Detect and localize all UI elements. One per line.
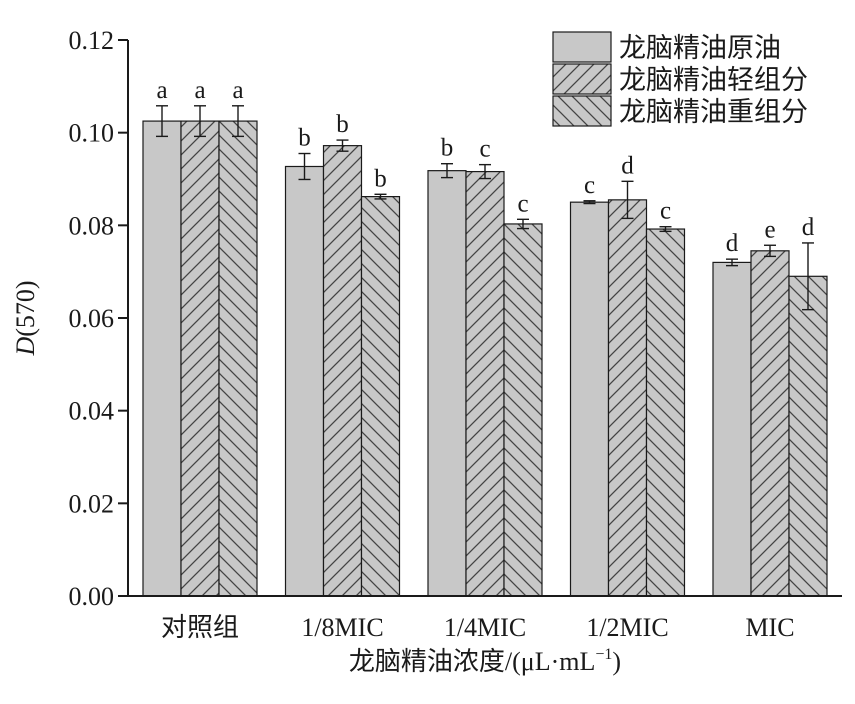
legend-label: 龙脑精油轻组分 — [619, 65, 808, 95]
x-category-labels: 对照组 1/8MIC 1/4MIC 1/2MIC MIC — [161, 613, 795, 642]
bar — [284, 165, 325, 597]
significance-label: c — [517, 190, 528, 217]
legend-label: 龙脑精油重组分 — [619, 97, 808, 127]
significance-label: a — [194, 77, 205, 104]
bar — [712, 261, 752, 597]
y-tick-label: 0.04 — [69, 397, 115, 426]
bar — [645, 228, 686, 597]
x-category-label: MIC — [745, 613, 794, 642]
x-category-label: 1/2MIC — [586, 613, 668, 642]
legend-swatch — [552, 31, 612, 63]
y-tick-label: 0.12 — [69, 26, 115, 55]
y-tick-label: 0.06 — [69, 304, 115, 333]
bar — [360, 196, 401, 597]
y-tick-label: 0.02 — [69, 489, 115, 518]
legend-swatch — [552, 63, 612, 95]
significance-label: a — [156, 77, 167, 104]
legend-swatch — [552, 95, 612, 127]
significance-label: c — [660, 198, 671, 225]
significance-label: d — [802, 214, 815, 241]
bar — [142, 120, 182, 597]
error-bars-layer — [156, 105, 814, 311]
y-ticks: 0.00 0.02 0.04 0.06 0.08 0.10 0.12 — [69, 26, 128, 611]
bar — [465, 170, 505, 597]
significance-label: d — [621, 152, 634, 179]
y-tick-label: 0.08 — [69, 211, 115, 240]
significance-label: c — [584, 172, 595, 199]
significance-label: b — [374, 165, 387, 192]
x-category-label: 1/8MIC — [301, 613, 383, 642]
significance-label: e — [764, 216, 775, 243]
x-category-label: 1/4MIC — [444, 613, 526, 642]
bar — [427, 170, 467, 597]
y-tick-label: 0.10 — [69, 119, 115, 148]
bar — [569, 201, 610, 597]
significance-label: d — [726, 230, 739, 257]
x-axis-title: 龙脑精油浓度/(μL·mL−1) — [349, 646, 621, 676]
significance-label: b — [441, 135, 454, 162]
bar — [322, 145, 363, 597]
bar — [750, 250, 790, 597]
y-tick-label: 0.00 — [69, 582, 115, 611]
bar — [607, 199, 648, 597]
bar — [218, 120, 258, 597]
bars-layer — [142, 120, 828, 597]
significance-label: c — [479, 136, 490, 163]
x-category-label: 对照组 — [161, 613, 239, 642]
legend-label: 龙脑精油原油 — [619, 33, 781, 63]
significance-label: b — [336, 111, 349, 138]
bar — [180, 120, 220, 597]
significance-label: b — [298, 125, 311, 152]
y-axis-title: D(570) — [11, 280, 40, 356]
significance-label: a — [232, 77, 243, 104]
bar — [788, 275, 828, 597]
bar — [503, 223, 543, 597]
